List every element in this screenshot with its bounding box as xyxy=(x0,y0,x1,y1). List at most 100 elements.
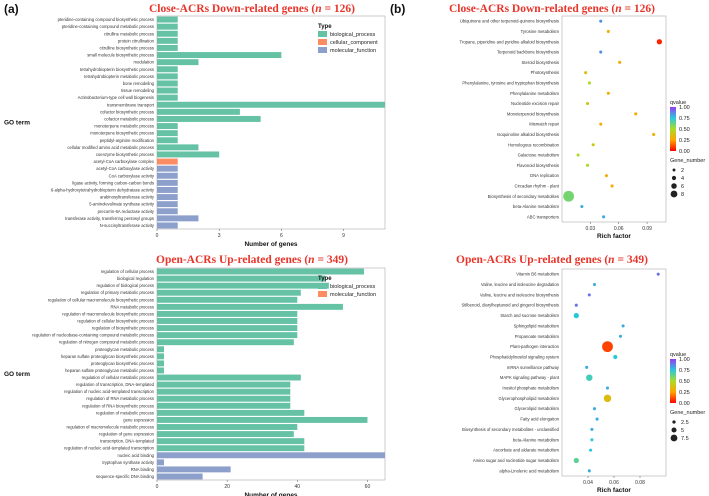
bar xyxy=(157,37,178,44)
bar xyxy=(157,310,298,317)
gene-number-tick: 2.5 xyxy=(681,420,689,426)
bar xyxy=(157,165,178,172)
bar xyxy=(157,303,343,310)
category-label: Inositol phosphate metabolism xyxy=(502,386,559,391)
legend: Type biological_process cellular_component… xyxy=(318,24,378,54)
title-count: = 349) xyxy=(315,254,349,266)
x-tick-label: 0 xyxy=(156,484,159,490)
data-point xyxy=(621,324,625,328)
qvalue-tick: 0.00 xyxy=(679,149,690,155)
gene-number-tick: 5 xyxy=(681,428,684,434)
title-text: Open-ACRs Up-related genes ( xyxy=(456,254,608,266)
x-tick-label: 0.04 xyxy=(583,480,593,486)
data-point xyxy=(592,407,597,411)
data-point xyxy=(606,91,610,95)
data-point xyxy=(576,153,580,157)
bar xyxy=(157,172,178,179)
x-axis-title: Number of genes xyxy=(244,492,297,496)
bar xyxy=(157,30,178,37)
data-point xyxy=(602,215,606,219)
category-label: tryptophan synthase activity xyxy=(102,460,155,465)
data-point xyxy=(587,81,591,85)
category-label: Fatty acid elongation xyxy=(520,417,559,422)
category-label: monoterpene biosynthetic process xyxy=(90,131,154,136)
gene-number-dot xyxy=(670,190,678,198)
legend-label: cellular_component xyxy=(330,40,378,46)
data-point xyxy=(586,374,593,381)
data-point xyxy=(604,174,608,178)
category-label: Ascorbate and aldarate metabolism xyxy=(493,448,559,453)
bar xyxy=(157,459,165,466)
legend-swatch xyxy=(318,47,327,53)
bar xyxy=(157,402,291,409)
bar xyxy=(157,424,298,430)
category-label: N-succinyltransferase activity xyxy=(100,223,155,228)
gene-number-tick: 7.5 xyxy=(681,436,689,442)
category-label: regulation of macromolecule metabolic pr… xyxy=(66,425,154,430)
category-label: Propanoate metabolism xyxy=(515,334,560,339)
category-label: precorrin-6A reductase activity xyxy=(98,209,155,214)
category-label: ligase activity, forming carbon-carbon b… xyxy=(72,180,154,185)
data-point xyxy=(585,163,590,167)
title-n: n xyxy=(308,254,314,266)
data-point xyxy=(573,312,579,319)
bar xyxy=(157,186,178,193)
qvalue-colorbar xyxy=(670,107,676,151)
gene-number-tick: 6 xyxy=(681,184,684,190)
title-count: = 349) xyxy=(615,254,649,266)
category-label: regulation of cellular macromolecule bio… xyxy=(48,297,154,302)
bar xyxy=(157,108,240,115)
category-label: arabinosyltransferase activity xyxy=(100,195,155,200)
data-point xyxy=(618,334,623,338)
data-point xyxy=(595,417,599,421)
category-label: proteoglycan metabolic process xyxy=(95,347,154,352)
x-tick-label: 0.03 xyxy=(585,226,595,232)
bar xyxy=(157,144,199,151)
bar xyxy=(157,179,178,186)
plot-area xyxy=(561,268,667,477)
category-label: acetyl-CoA carboxylase complex xyxy=(93,159,154,164)
gene-number-dot xyxy=(670,434,678,442)
category-label: Phenylalanine, tyrosine and tryptophan b… xyxy=(462,80,559,85)
category-label: cofactor metabolic process xyxy=(104,116,154,121)
legend: Type biological_process molecular_function xyxy=(318,276,376,298)
bar xyxy=(157,151,220,158)
gene-number-dot xyxy=(671,427,677,433)
category-label: mRNA surveillance pathway xyxy=(507,365,560,370)
plot-area xyxy=(156,15,386,230)
category-label: citrulline biosynthetic process xyxy=(100,45,154,50)
gene-number-tick: 2 xyxy=(681,168,684,174)
data-point xyxy=(580,205,584,209)
x-tick-label: 6 xyxy=(280,233,283,239)
category-label: Circadian rhythm - plant xyxy=(515,183,560,188)
data-point xyxy=(574,303,578,307)
data-point xyxy=(585,102,590,106)
bar xyxy=(157,381,291,388)
bar xyxy=(157,296,298,303)
category-label: Steroid biosynthesis xyxy=(522,60,559,65)
bar xyxy=(157,452,385,459)
data-point xyxy=(634,112,638,116)
data-point xyxy=(599,122,603,126)
category-label: 5-aminolevulinate synthase activity xyxy=(89,202,155,207)
gene-number-tick: 8 xyxy=(681,192,684,198)
category-label: regulation of nucleic acid-templated tra… xyxy=(64,446,155,451)
category-label: CoA carboxylase activity xyxy=(109,173,155,178)
title-count: = 126) xyxy=(322,3,356,15)
category-label: Biosynthesis of secondary metabolites - … xyxy=(462,427,559,432)
plot-area xyxy=(156,267,386,481)
category-label: Monoterpenoid biosynthesis xyxy=(507,111,559,116)
category-label: Sphingolipid metabolism xyxy=(514,323,560,328)
x-tick-label: 0.06 xyxy=(609,480,619,486)
bar xyxy=(157,208,178,215)
category-label: modulation xyxy=(134,60,155,65)
bar xyxy=(157,123,178,130)
qvalue-tick: 0.50 xyxy=(679,379,690,385)
category-label: citrulline metabolic process xyxy=(104,31,154,36)
qvalue-tick: 1.00 xyxy=(679,357,690,363)
gene-number-legend-title: Gene_number xyxy=(670,410,705,416)
bar xyxy=(157,438,305,445)
bar xyxy=(157,339,294,346)
bar xyxy=(157,318,298,324)
qvalue-tick: 1.00 xyxy=(679,105,690,111)
